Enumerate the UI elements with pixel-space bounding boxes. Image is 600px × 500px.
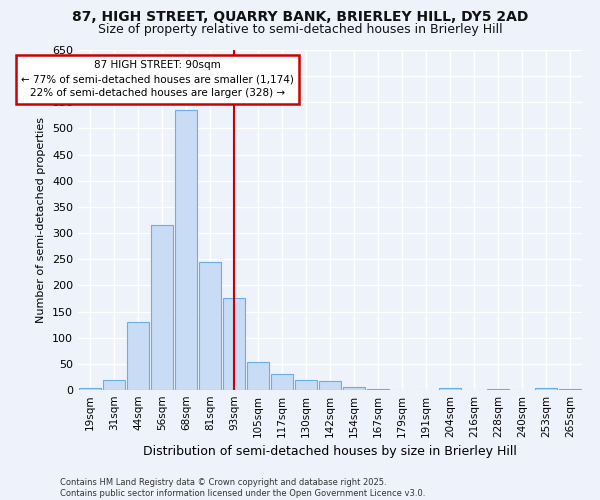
Bar: [175, 110, 197, 390]
Bar: [271, 374, 293, 390]
Bar: [367, 389, 389, 390]
Bar: [343, 388, 365, 390]
Bar: [223, 298, 245, 390]
Text: Size of property relative to semi-detached houses in Brierley Hill: Size of property relative to semi-detach…: [98, 22, 502, 36]
Bar: [103, 380, 125, 390]
Text: 87 HIGH STREET: 90sqm
← 77% of semi-detached houses are smaller (1,174)
22% of s: 87 HIGH STREET: 90sqm ← 77% of semi-deta…: [21, 60, 293, 98]
Bar: [319, 381, 341, 390]
Bar: [199, 262, 221, 390]
Bar: [439, 388, 461, 390]
Bar: [295, 380, 317, 390]
Bar: [127, 322, 149, 390]
Bar: [535, 388, 557, 390]
Y-axis label: Number of semi-detached properties: Number of semi-detached properties: [37, 117, 46, 323]
X-axis label: Distribution of semi-detached houses by size in Brierley Hill: Distribution of semi-detached houses by …: [143, 446, 517, 458]
Bar: [151, 225, 173, 390]
Bar: [79, 388, 101, 390]
Bar: [559, 389, 581, 390]
Bar: [487, 389, 509, 390]
Text: Contains HM Land Registry data © Crown copyright and database right 2025.
Contai: Contains HM Land Registry data © Crown c…: [60, 478, 425, 498]
Bar: [247, 362, 269, 390]
Text: 87, HIGH STREET, QUARRY BANK, BRIERLEY HILL, DY5 2AD: 87, HIGH STREET, QUARRY BANK, BRIERLEY H…: [72, 10, 528, 24]
